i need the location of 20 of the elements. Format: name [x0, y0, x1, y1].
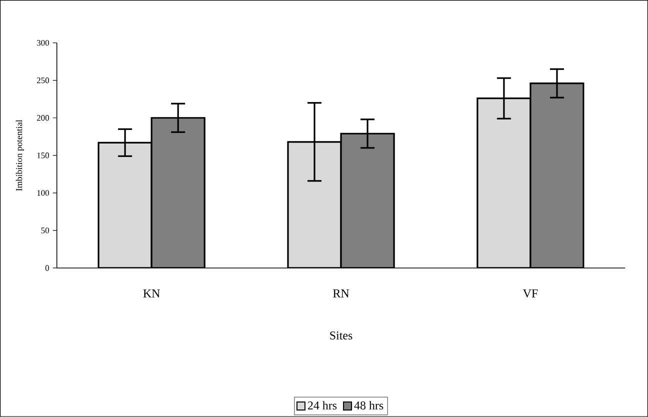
legend-label: 24 hrs [308, 401, 337, 410]
y-tick-label: 300 [37, 40, 49, 46]
bar [150, 117, 206, 268]
bar [530, 82, 584, 268]
x-tick-label: RN [333, 290, 350, 298]
y-tick-label: 200 [36, 115, 49, 121]
y-tick-label: 50 [41, 228, 49, 234]
y-tick-label: 0 [45, 265, 49, 271]
x-tick-label: KN [143, 290, 160, 298]
y-tick-label: 250 [36, 78, 49, 84]
bar [98, 142, 152, 268]
bar [287, 141, 342, 268]
y-tick-label: 150 [37, 152, 49, 158]
bar [476, 98, 532, 268]
y-tick-label: 100 [37, 190, 49, 196]
bar [340, 132, 395, 268]
y-axis-title: Imbibition potential [16, 120, 24, 191]
x-axis-title: Sites [330, 332, 352, 340]
x-tick-label: VF [522, 290, 538, 298]
legend-label: 48 hrs [354, 401, 384, 410]
